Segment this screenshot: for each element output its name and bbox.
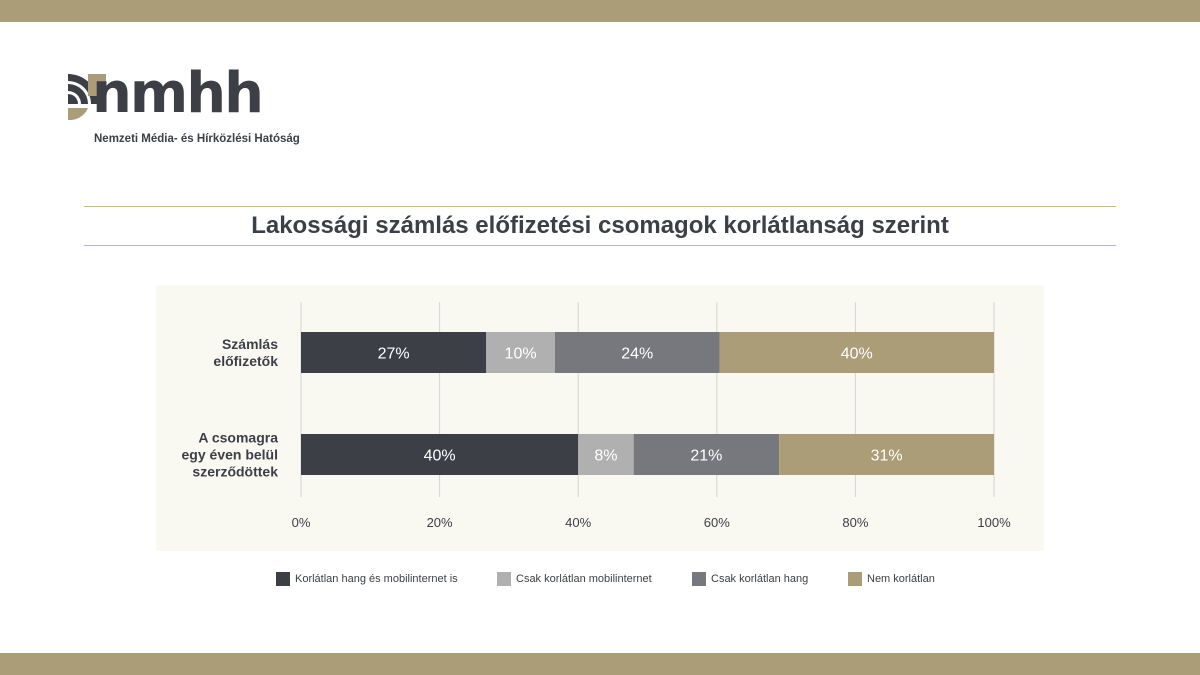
- legend-swatch: [276, 572, 290, 586]
- category-label: A csomagra: [198, 430, 278, 446]
- x-tick-label: 0%: [292, 515, 311, 530]
- legend-label: Csak korlátlan hang: [711, 573, 809, 585]
- data-label: 31%: [871, 448, 903, 465]
- chart-title: Lakossági számlás előfizetési csomagok k…: [251, 212, 949, 239]
- chart-title-box: Lakossági számlás előfizetési csomagok k…: [84, 206, 1116, 246]
- bar-segment: [301, 332, 487, 373]
- data-label: 24%: [621, 346, 653, 363]
- x-tick-label: 80%: [842, 515, 868, 530]
- org-name: Nemzeti Média- és Hírközlési Hatóság: [94, 133, 300, 145]
- bottom-band: [0, 653, 1200, 675]
- legend-label: Csak korlátlan mobilinternet: [516, 573, 652, 585]
- logo-mark-icon: [68, 74, 106, 121]
- x-tick-label: 100%: [977, 515, 1011, 530]
- bar-segment: [301, 434, 579, 475]
- bar-segment: [633, 434, 780, 475]
- bar-segment: [779, 434, 994, 475]
- data-label: 8%: [594, 448, 617, 465]
- category-label: előfizetők: [213, 353, 278, 369]
- legend-label: Nem korlátlan: [867, 573, 935, 585]
- data-label: 40%: [424, 448, 456, 465]
- x-tick-label: 40%: [565, 515, 591, 530]
- bar-chart: 0% 20% 40% 60% 80% 100% 27% 10% 24% 40% Számláselő…: [182, 302, 1011, 530]
- x-tick-label: 20%: [427, 515, 453, 530]
- legend-label: Korlátlan hang és mobilinternet is: [295, 573, 458, 585]
- legend-swatch: [692, 572, 706, 586]
- chart-panel: 0% 20% 40% 60% 80% 100% 27% 10% 24% 40% Számlás elő…: [156, 285, 1044, 551]
- legend-item: Csak korlátlan mobilinternet: [497, 572, 652, 586]
- category-label: szerződöttek: [192, 464, 278, 480]
- x-tick-label: 60%: [704, 515, 730, 530]
- category-label: egy éven belül: [182, 447, 278, 463]
- legend-swatch: [497, 572, 511, 586]
- data-label: 21%: [690, 448, 722, 465]
- legend-item: Nem korlátlan: [848, 572, 935, 586]
- legend-item: Korlátlan hang és mobilinternet is: [276, 572, 458, 586]
- legend-swatch: [848, 572, 862, 586]
- legend-item: Csak korlátlan hang: [692, 572, 808, 586]
- bar-segment: [578, 434, 634, 475]
- logo: nmhh Nemzeti Média- és Hírközlési Hatósá…: [66, 62, 346, 152]
- data-label: 40%: [841, 346, 873, 363]
- bar-segment: [719, 332, 994, 373]
- top-band: [0, 0, 1200, 22]
- data-label: 10%: [505, 346, 537, 363]
- logo-wordmark: nmhh: [92, 61, 264, 126]
- bar-segment: [554, 332, 720, 373]
- bar-segment: [486, 332, 555, 373]
- data-label: 27%: [378, 346, 410, 363]
- category-label: Számlás: [222, 336, 278, 352]
